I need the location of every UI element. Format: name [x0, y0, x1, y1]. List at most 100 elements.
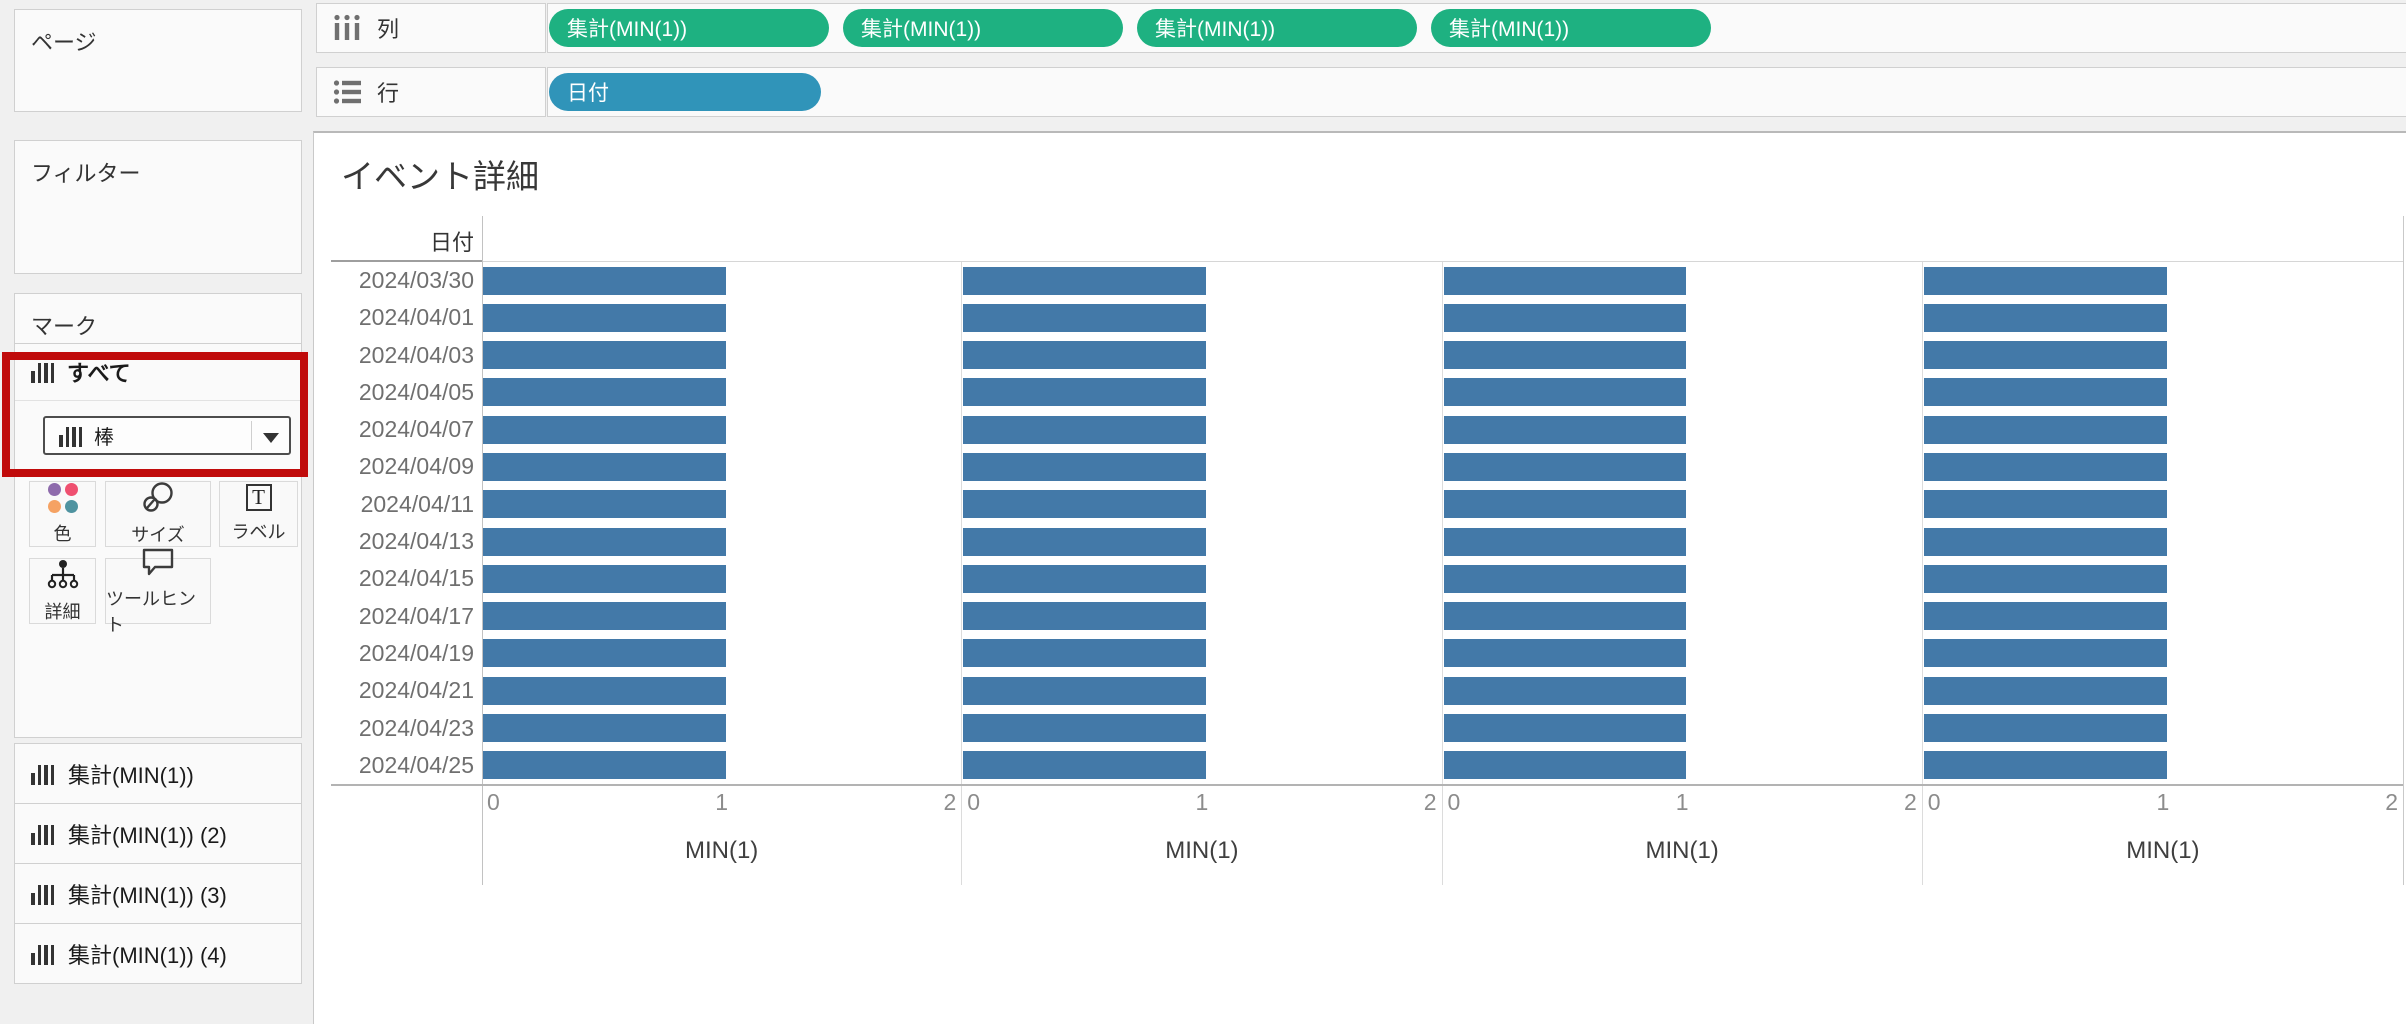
- bar-mark[interactable]: [1443, 266, 1686, 295]
- bar-mark[interactable]: [1443, 378, 1686, 407]
- bar-mark[interactable]: [483, 676, 726, 705]
- bar-mark[interactable]: [1443, 452, 1686, 481]
- bar-mark[interactable]: [963, 713, 1206, 742]
- bar-mark[interactable]: [483, 341, 726, 370]
- aggregate-label: 集計(MIN(1)) (2): [68, 822, 227, 848]
- bar-mark[interactable]: [1443, 751, 1686, 780]
- bar-mark[interactable]: [963, 452, 1206, 481]
- bar-mark[interactable]: [1923, 266, 2167, 295]
- chevron-down-icon[interactable]: [263, 433, 279, 443]
- bar-mark[interactable]: [483, 527, 726, 556]
- date-row-header[interactable]: 2024/04/21: [358, 677, 474, 704]
- bar-mark[interactable]: [483, 452, 726, 481]
- bar-mark[interactable]: [1443, 602, 1686, 631]
- tooltip-button[interactable]: ツールヒント: [105, 548, 211, 635]
- column-pill[interactable]: 集計(MIN(1)): [549, 9, 829, 47]
- date-row-header[interactable]: 2024/04/05: [358, 378, 474, 405]
- date-row-header[interactable]: 2024/04/19: [358, 639, 474, 666]
- bar-mark[interactable]: [1923, 378, 2167, 407]
- bar-chart-icon: [31, 943, 54, 965]
- date-row-header[interactable]: 2024/04/17: [358, 602, 474, 629]
- bar-mark[interactable]: [1443, 639, 1686, 668]
- row-field-header[interactable]: 日付: [429, 230, 474, 255]
- bar-mark[interactable]: [483, 639, 726, 668]
- mark-type-dropdown[interactable]: 棒: [43, 416, 291, 455]
- column-pill[interactable]: 集計(MIN(1)): [1431, 9, 1711, 47]
- bar-mark[interactable]: [1443, 713, 1686, 742]
- bar-mark[interactable]: [963, 415, 1206, 444]
- bar-mark[interactable]: [1923, 676, 2167, 705]
- date-row-header[interactable]: 2024/04/01: [358, 304, 474, 331]
- bar-mark[interactable]: [483, 564, 726, 593]
- bar-mark[interactable]: [963, 564, 1206, 593]
- bar-mark[interactable]: [1923, 415, 2167, 444]
- date-row-header[interactable]: 2024/04/11: [360, 490, 474, 517]
- bar-mark[interactable]: [1923, 602, 2167, 631]
- bar-mark[interactable]: [1923, 751, 2167, 780]
- marks-aggregate-row[interactable]: 集計(MIN(1)): [14, 743, 302, 804]
- bar-mark[interactable]: [963, 341, 1206, 370]
- marks-aggregate-row[interactable]: 集計(MIN(1)) (2): [14, 803, 302, 864]
- bar-mark[interactable]: [483, 303, 726, 332]
- bar-mark[interactable]: [963, 490, 1206, 519]
- bar-mark[interactable]: [483, 415, 726, 444]
- bar-mark[interactable]: [1923, 490, 2167, 519]
- bar-mark[interactable]: [1443, 415, 1686, 444]
- bar-mark[interactable]: [483, 602, 726, 631]
- bar-mark[interactable]: [963, 751, 1206, 780]
- row-pill[interactable]: 日付: [549, 73, 821, 111]
- date-row-header[interactable]: 2024/04/07: [358, 416, 474, 443]
- x-axis-line: [331, 784, 2403, 786]
- bar-mark[interactable]: [1443, 527, 1686, 556]
- date-row-header[interactable]: 2024/04/15: [358, 565, 474, 592]
- bar-mark[interactable]: [1443, 490, 1686, 519]
- bar-mark[interactable]: [1923, 452, 2167, 481]
- bar-mark[interactable]: [963, 266, 1206, 295]
- bar-mark[interactable]: [1923, 564, 2167, 593]
- bar-mark[interactable]: [483, 751, 726, 780]
- bar-mark[interactable]: [963, 378, 1206, 407]
- bar-mark[interactable]: [483, 378, 726, 407]
- bar-mark[interactable]: [1443, 341, 1686, 370]
- axis-tick-label: 0: [1447, 789, 1461, 815]
- bar-mark[interactable]: [483, 713, 726, 742]
- size-button[interactable]: サイズ: [105, 481, 211, 547]
- marks-aggregate-row[interactable]: 集計(MIN(1)) (3): [14, 863, 302, 924]
- bar-mark[interactable]: [1443, 303, 1686, 332]
- rows-shelf[interactable]: 日付: [547, 67, 2406, 117]
- label-button[interactable]: T ラベル: [219, 481, 298, 547]
- marks-card: すべて 棒 色 サイズ T ラベル: [14, 343, 302, 738]
- bar-mark[interactable]: [963, 303, 1206, 332]
- date-row-header[interactable]: 2024/04/25: [358, 751, 474, 778]
- bar-mark[interactable]: [1923, 341, 2167, 370]
- pages-shelf[interactable]: ページ: [14, 9, 302, 112]
- bar-mark[interactable]: [1443, 676, 1686, 705]
- date-row-header[interactable]: 2024/04/13: [358, 528, 474, 555]
- date-row-header[interactable]: 2024/04/03: [358, 341, 474, 368]
- bar-mark[interactable]: [963, 676, 1206, 705]
- axis-tick-label: 1: [1195, 789, 1209, 815]
- bar-mark[interactable]: [963, 527, 1206, 556]
- date-row-header[interactable]: 2024/04/09: [358, 453, 474, 480]
- bar-mark[interactable]: [963, 639, 1206, 668]
- marks-aggregate-row[interactable]: 集計(MIN(1)) (4): [14, 923, 302, 984]
- bar-mark[interactable]: [483, 266, 726, 295]
- bar-mark[interactable]: [1923, 527, 2167, 556]
- bar-mark[interactable]: [963, 602, 1206, 631]
- bar-mark[interactable]: [483, 490, 726, 519]
- column-pill[interactable]: 集計(MIN(1)): [1137, 9, 1417, 47]
- bar-mark[interactable]: [1443, 564, 1686, 593]
- column-pill[interactable]: 集計(MIN(1)): [843, 9, 1123, 47]
- date-row-header[interactable]: 2024/03/30: [358, 267, 474, 293]
- detail-button[interactable]: 詳細: [29, 558, 96, 624]
- date-row-header[interactable]: 2024/04/23: [358, 714, 474, 741]
- marks-all-tab[interactable]: すべて: [15, 344, 301, 401]
- bar-mark[interactable]: [1923, 713, 2167, 742]
- bar-mark[interactable]: [1923, 303, 2167, 332]
- color-dots-icon: [47, 482, 78, 513]
- columns-shelf[interactable]: 集計(MIN(1)) 集計(MIN(1)) 集計(MIN(1)) 集計(MIN(1)): [547, 3, 2406, 53]
- bar-chart-icon: [59, 425, 82, 447]
- filters-shelf[interactable]: フィルター: [14, 140, 302, 274]
- bar-mark[interactable]: [1923, 639, 2167, 668]
- color-button[interactable]: 色: [29, 481, 96, 547]
